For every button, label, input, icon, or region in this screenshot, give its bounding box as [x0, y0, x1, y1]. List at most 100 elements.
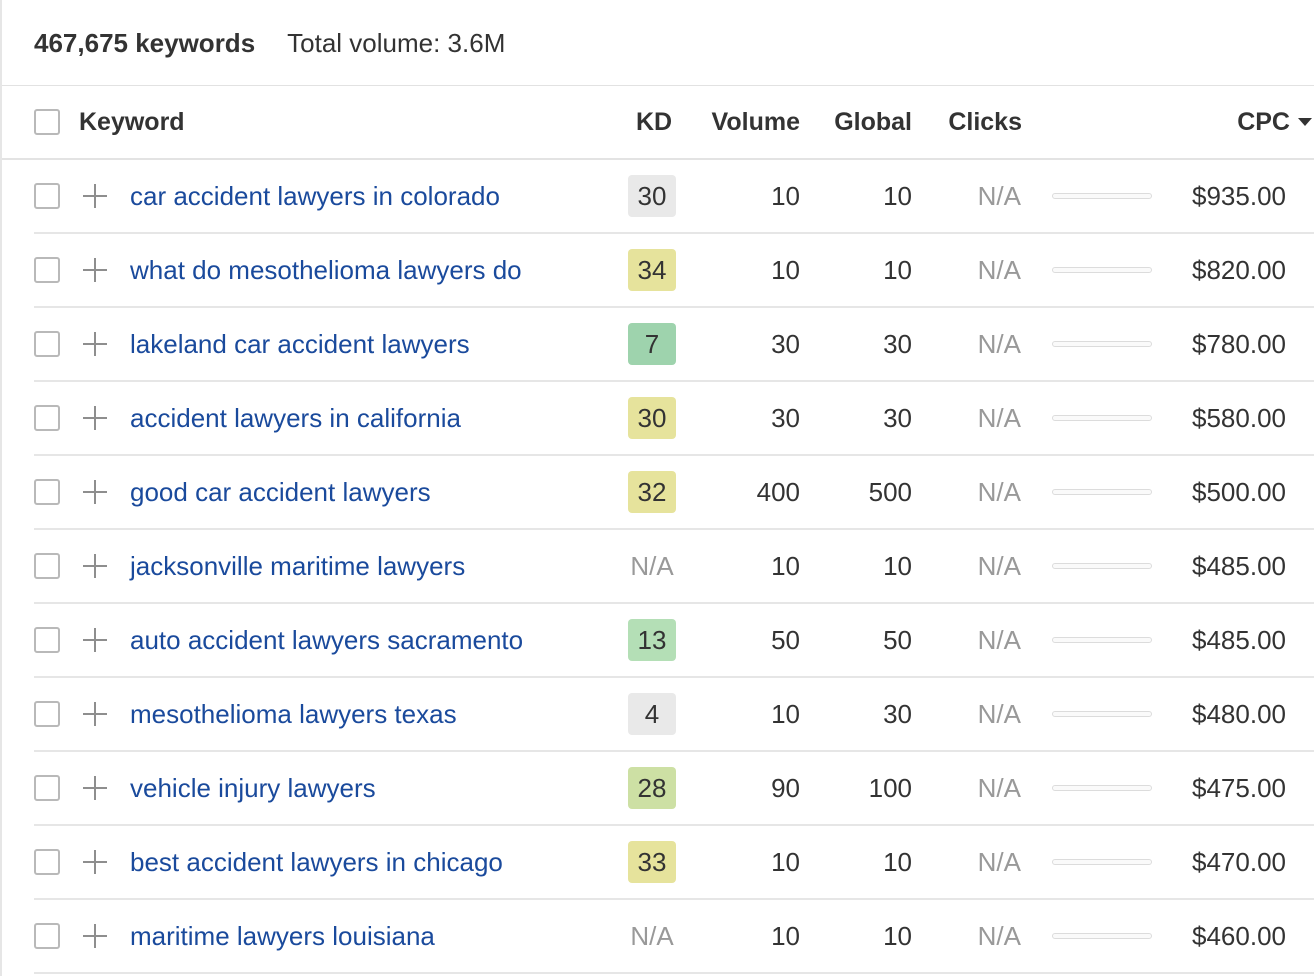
kd-badge: 28: [628, 767, 676, 809]
sort-descending-icon: [1298, 118, 1312, 126]
clicks-bar: [1052, 637, 1152, 643]
keyword-link[interactable]: lakeland car accident lawyers: [130, 308, 470, 380]
volume-cell: 10: [700, 900, 800, 972]
kd-cell: 30: [627, 382, 677, 454]
clicks-bar-cell: [1052, 382, 1152, 454]
add-to-list-button[interactable]: [80, 234, 110, 306]
row-checkbox-cell: [34, 826, 60, 898]
row-checkbox[interactable]: [34, 701, 60, 727]
clicks-cell: N/A: [930, 308, 1021, 380]
keyword-link[interactable]: mesothelioma lawyers texas: [130, 678, 457, 750]
cpc-cell: $580.00: [1160, 382, 1286, 454]
keyword-link[interactable]: vehicle injury lawyers: [130, 752, 376, 824]
table-row: auto accident lawyers sacramento 13 50 5…: [0, 604, 1314, 678]
clicks-cell: N/A: [930, 456, 1021, 528]
global-volume-cell: 30: [820, 308, 912, 380]
row-checkbox[interactable]: [34, 405, 60, 431]
plus-icon: [83, 406, 107, 430]
keyword-link[interactable]: accident lawyers in california: [130, 382, 461, 454]
keyword-link[interactable]: best accident lawyers in chicago: [130, 826, 503, 898]
row-checkbox[interactable]: [34, 775, 60, 801]
keyword-link[interactable]: jacksonville maritime lawyers: [130, 530, 465, 602]
global-volume-cell: 10: [820, 160, 912, 232]
clicks-cell: N/A: [930, 826, 1021, 898]
add-to-list-button[interactable]: [80, 308, 110, 380]
kd-cell: 33: [627, 826, 677, 898]
column-header-cpc-label: CPC: [1237, 108, 1290, 137]
table-row: best accident lawyers in chicago 33 10 1…: [0, 826, 1314, 900]
keyword-count: 467,675 keywords: [34, 28, 255, 59]
kd-cell: 4: [627, 678, 677, 750]
clicks-bar-cell: [1052, 234, 1152, 306]
row-checkbox[interactable]: [34, 257, 60, 283]
add-to-list-button[interactable]: [80, 456, 110, 528]
clicks-bar-cell: [1052, 604, 1152, 676]
add-to-list-button[interactable]: [80, 382, 110, 454]
clicks-bar-cell: [1052, 160, 1152, 232]
row-checkbox[interactable]: [34, 331, 60, 357]
global-volume-cell: 10: [820, 900, 912, 972]
keyword-link[interactable]: auto accident lawyers sacramento: [130, 604, 523, 676]
column-header-global[interactable]: Global: [822, 86, 912, 158]
cpc-cell: $475.00: [1160, 752, 1286, 824]
volume-cell: 10: [700, 530, 800, 602]
add-to-list-button[interactable]: [80, 530, 110, 602]
kd-badge: 33: [628, 841, 676, 883]
cpc-cell: $470.00: [1160, 826, 1286, 898]
kd-cell: 34: [627, 234, 677, 306]
cpc-cell: $935.00: [1160, 160, 1286, 232]
column-header-cpc[interactable]: CPC: [1182, 86, 1312, 158]
row-checkbox[interactable]: [34, 183, 60, 209]
row-checkbox[interactable]: [34, 553, 60, 579]
add-to-list-button[interactable]: [80, 752, 110, 824]
row-checkbox[interactable]: [34, 923, 60, 949]
kd-badge: 4: [628, 693, 676, 735]
volume-cell: 10: [700, 826, 800, 898]
volume-cell: 400: [700, 456, 800, 528]
add-to-list-button[interactable]: [80, 678, 110, 750]
clicks-cell: N/A: [930, 530, 1021, 602]
clicks-bar: [1052, 933, 1152, 939]
keyword-link[interactable]: maritime lawyers louisiana: [130, 900, 435, 972]
column-header-kd[interactable]: KD: [609, 86, 699, 158]
volume-cell: 30: [700, 308, 800, 380]
select-all-checkbox[interactable]: [34, 109, 60, 135]
row-checkbox-cell: [34, 160, 60, 232]
plus-icon: [83, 184, 107, 208]
global-volume-cell: 10: [820, 530, 912, 602]
clicks-cell: N/A: [930, 900, 1021, 972]
table-row: vehicle injury lawyers 28 90 100 N/A $47…: [0, 752, 1314, 826]
column-header-keyword[interactable]: Keyword: [79, 86, 185, 158]
clicks-bar: [1052, 267, 1152, 273]
column-header-clicks[interactable]: Clicks: [932, 86, 1022, 158]
kd-cell: N/A: [627, 900, 677, 972]
column-header-volume[interactable]: Volume: [702, 86, 800, 158]
row-checkbox[interactable]: [34, 479, 60, 505]
plus-icon: [83, 628, 107, 652]
global-volume-cell: 30: [820, 678, 912, 750]
keyword-link[interactable]: what do mesothelioma lawyers do: [130, 234, 522, 306]
add-to-list-button[interactable]: [80, 900, 110, 972]
clicks-bar-cell: [1052, 308, 1152, 380]
kd-cell: N/A: [627, 530, 677, 602]
table-row: car accident lawyers in colorado 30 10 1…: [0, 160, 1314, 234]
add-to-list-button[interactable]: [80, 160, 110, 232]
table-row: lakeland car accident lawyers 7 30 30 N/…: [0, 308, 1314, 382]
table-row: accident lawyers in california 30 30 30 …: [0, 382, 1314, 456]
clicks-bar: [1052, 341, 1152, 347]
add-to-list-button[interactable]: [80, 826, 110, 898]
keyword-link[interactable]: car accident lawyers in colorado: [130, 160, 500, 232]
plus-icon: [83, 702, 107, 726]
clicks-bar: [1052, 711, 1152, 717]
add-to-list-button[interactable]: [80, 604, 110, 676]
cpc-cell: $485.00: [1160, 530, 1286, 602]
clicks-bar-cell: [1052, 752, 1152, 824]
kd-badge: 30: [628, 175, 676, 217]
global-volume-cell: 500: [820, 456, 912, 528]
row-checkbox[interactable]: [34, 627, 60, 653]
global-volume-cell: 10: [820, 826, 912, 898]
row-checkbox[interactable]: [34, 849, 60, 875]
row-checkbox-cell: [34, 530, 60, 602]
keyword-link[interactable]: good car accident lawyers: [130, 456, 431, 528]
clicks-bar: [1052, 859, 1152, 865]
